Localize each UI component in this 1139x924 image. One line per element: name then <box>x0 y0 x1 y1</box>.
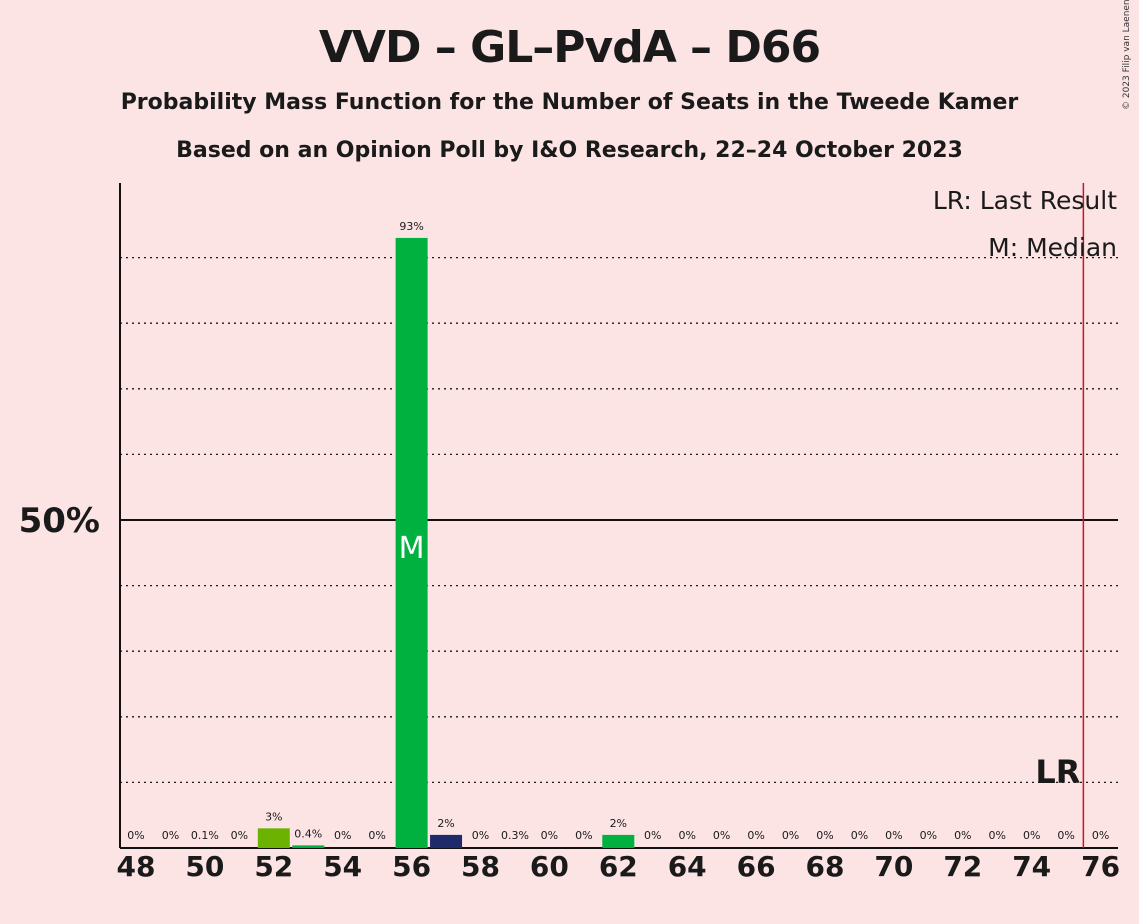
data-label-69: 0% <box>851 829 868 842</box>
data-label-57: 2% <box>437 817 454 830</box>
data-label-58: 0% <box>472 829 489 842</box>
data-label-75: 0% <box>1057 829 1074 842</box>
x-tick-label: 52 <box>254 850 293 883</box>
data-label-48: 0% <box>127 829 144 842</box>
last-result-marker: LR <box>1035 753 1080 791</box>
legend-median: M: Median <box>988 233 1117 262</box>
bar-56 <box>395 237 428 849</box>
chart-title: VVD – GL–PvdA – D66 <box>318 22 821 73</box>
data-label-50: 0.1% <box>191 829 219 842</box>
data-label-67: 0% <box>782 829 799 842</box>
data-label-49: 0% <box>162 829 179 842</box>
data-label-62: 2% <box>610 817 627 830</box>
x-tick-label: 66 <box>737 850 776 883</box>
chart-subtitle: Probability Mass Function for the Number… <box>120 90 1019 115</box>
chart-subtitle-poll: Based on an Opinion Poll by I&O Research… <box>176 138 963 163</box>
x-tick-label: 48 <box>117 850 156 883</box>
y-tick-label: 50% <box>19 501 100 541</box>
data-label-56: 93% <box>399 220 423 233</box>
data-label-52: 3% <box>265 810 282 823</box>
data-label-65: 0% <box>713 829 730 842</box>
data-label-51: 0% <box>231 829 248 842</box>
data-label-60: 0% <box>541 829 558 842</box>
x-tick-label: 54 <box>323 850 362 883</box>
median-marker: M <box>399 531 425 566</box>
data-label-55: 0% <box>368 829 385 842</box>
bar-62 <box>602 834 635 848</box>
data-label-68: 0% <box>816 829 833 842</box>
x-tick-label: 60 <box>530 850 569 883</box>
data-label-76: 0% <box>1092 829 1109 842</box>
x-tick-label: 56 <box>392 850 431 883</box>
data-label-71: 0% <box>920 829 937 842</box>
data-label-70: 0% <box>885 829 902 842</box>
x-tick-label: 72 <box>943 850 982 883</box>
data-label-59: 0.3% <box>501 829 529 842</box>
bar-57 <box>430 834 463 848</box>
data-label-72: 0% <box>954 829 971 842</box>
data-label-63: 0% <box>644 829 661 842</box>
legend-last-result: LR: Last Result <box>933 186 1117 215</box>
bar-52 <box>257 828 290 848</box>
data-label-54: 0% <box>334 829 351 842</box>
x-tick-label: 58 <box>461 850 500 883</box>
data-label-74: 0% <box>1023 829 1040 842</box>
x-tick-label: 74 <box>1012 850 1051 883</box>
data-label-53: 0.4% <box>294 827 322 840</box>
data-label-66: 0% <box>747 829 764 842</box>
x-tick-label: 62 <box>599 850 638 883</box>
x-tick-label: 70 <box>874 850 913 883</box>
data-label-73: 0% <box>989 829 1006 842</box>
x-tick-label: 76 <box>1081 850 1120 883</box>
x-tick-label: 64 <box>668 850 707 883</box>
bar-53 <box>292 845 325 848</box>
x-tick-label: 50 <box>185 850 224 883</box>
x-tick-label: 68 <box>806 850 845 883</box>
data-label-64: 0% <box>678 829 695 842</box>
data-label-61: 0% <box>575 829 592 842</box>
